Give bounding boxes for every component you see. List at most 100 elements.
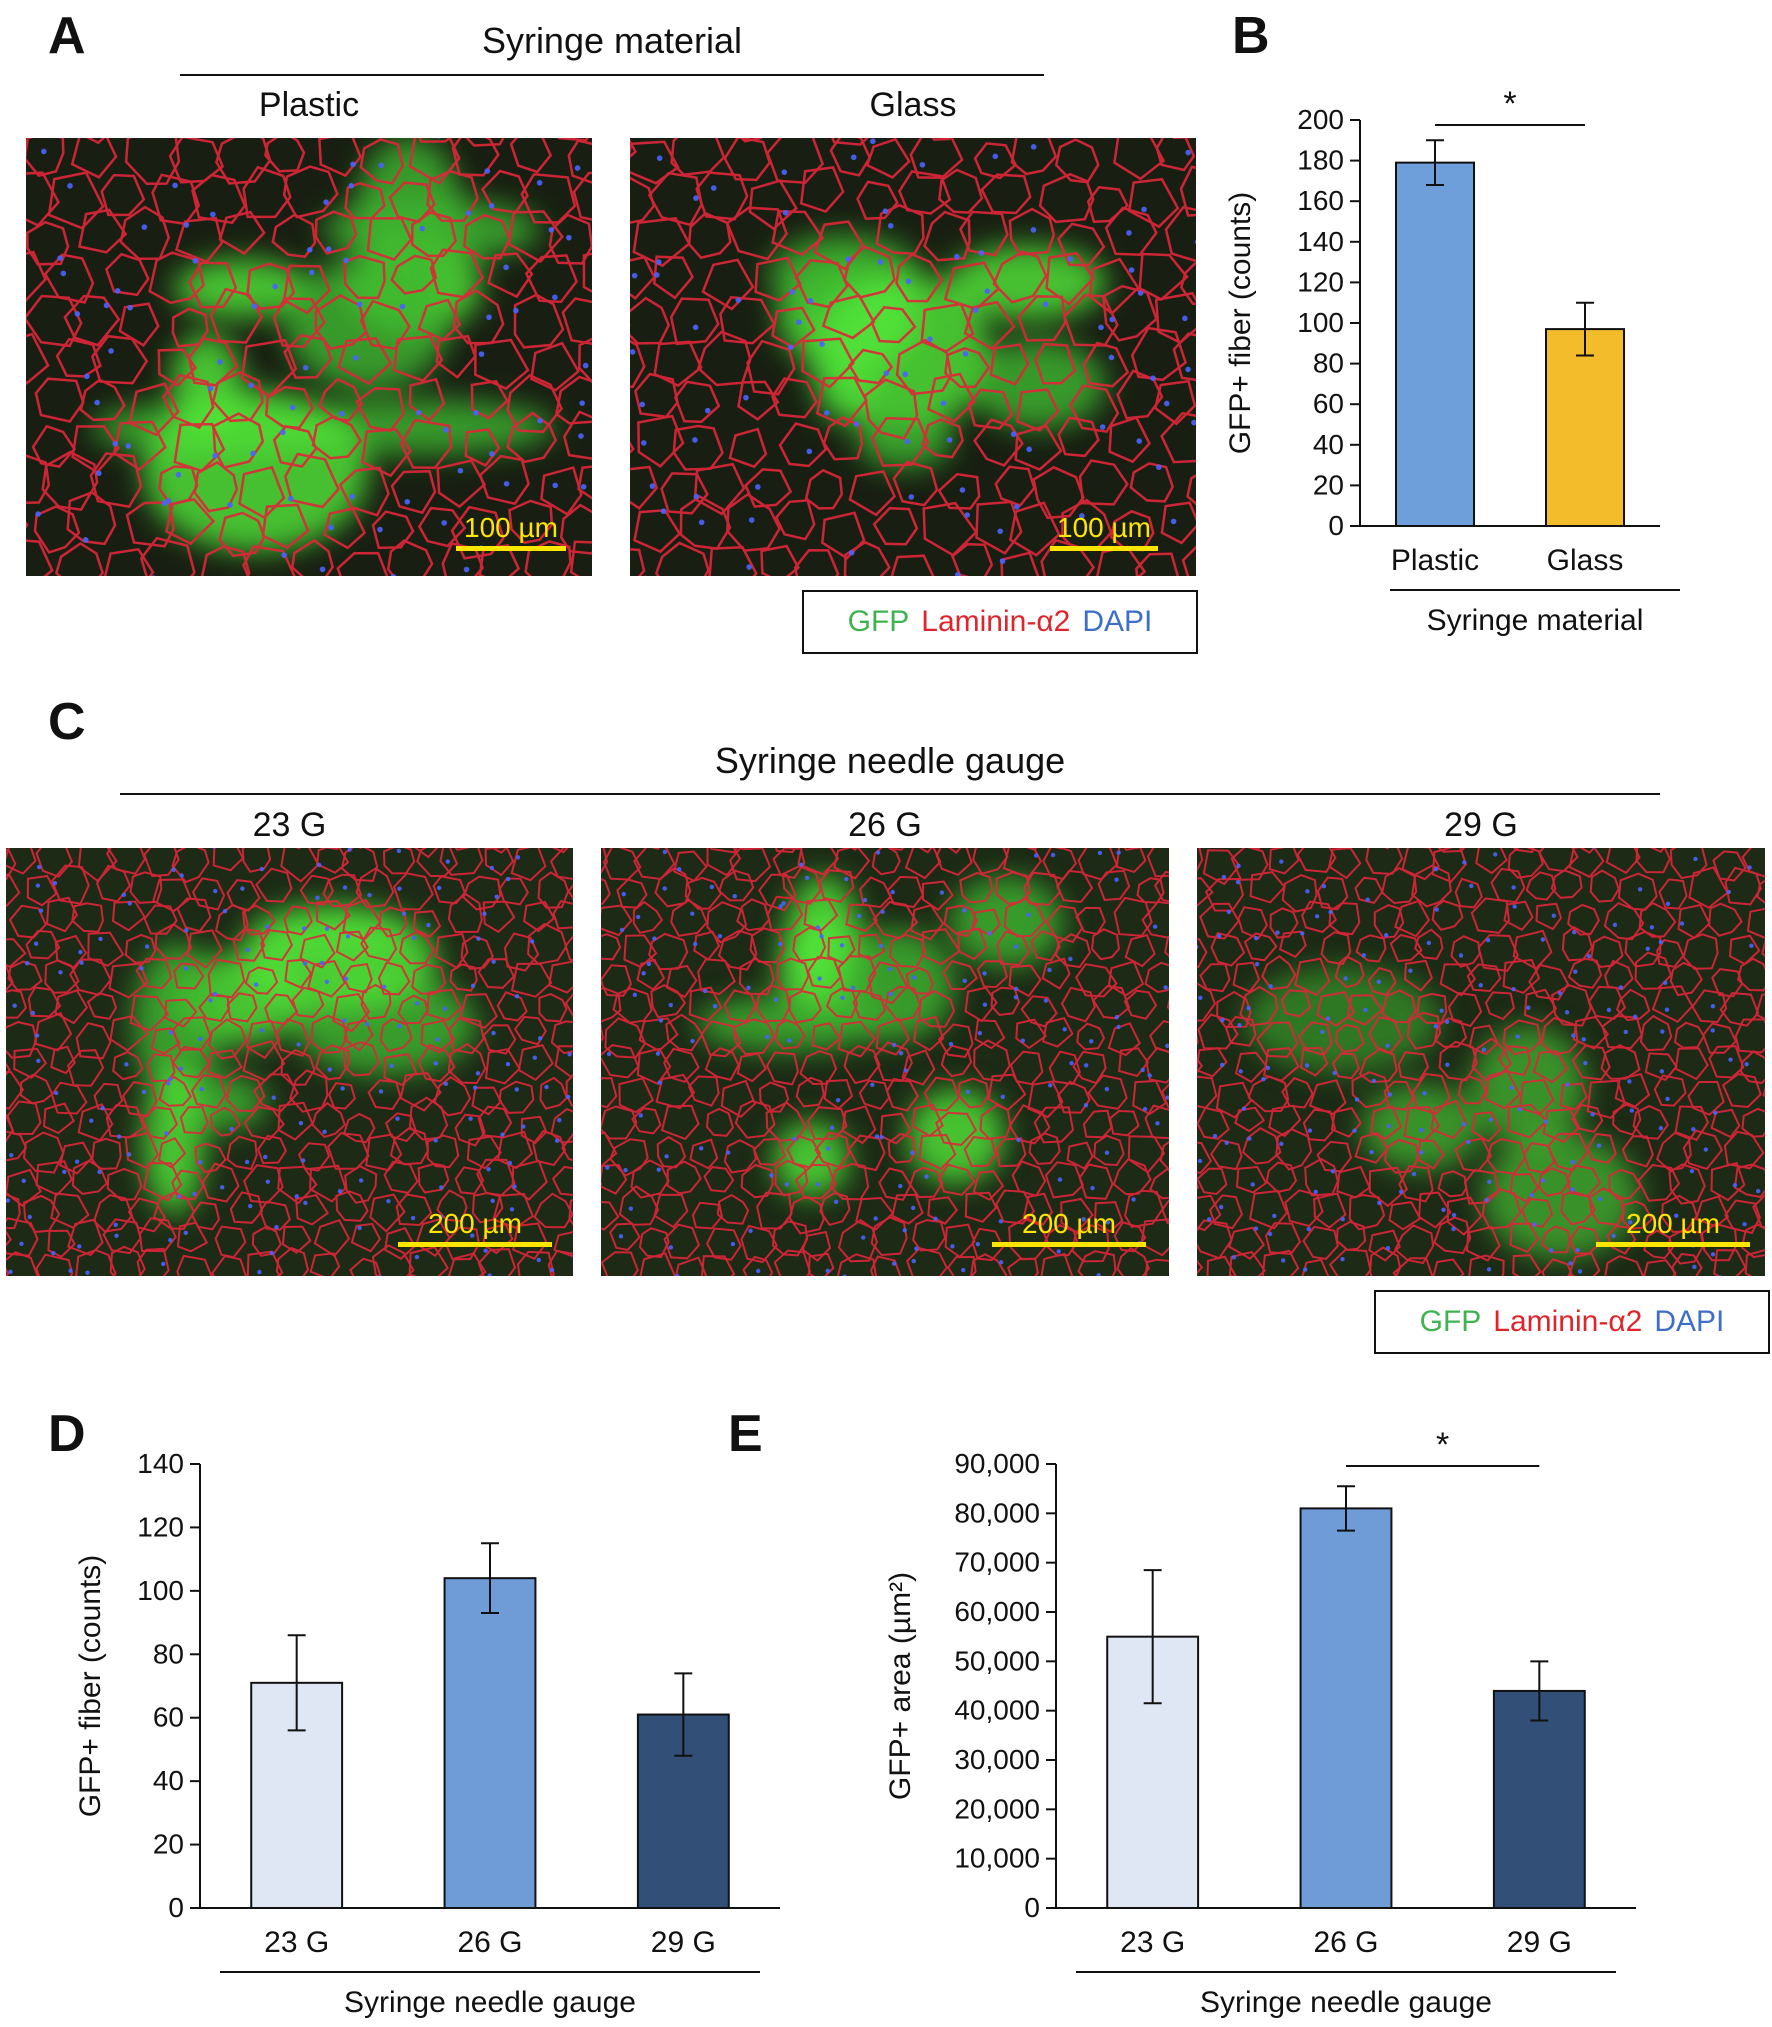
stain-legend-a: GFP Laminin-α2 DAPI [802,590,1198,654]
chart-b-ytick-label: 20 [1313,469,1344,500]
chart-d-ytick-label: 100 [137,1575,184,1606]
panel-c-label-26g: 26 G [848,806,922,844]
chart-b-ytick-label: 80 [1313,348,1344,379]
chart-b-bar-0 [1395,161,1475,527]
legend-laminin: Laminin-α2 [1493,1305,1643,1338]
chart-e-svg: 0 10,000 20,000 30,000 40,000 50,000 60,000 70,… [884,1426,1636,2019]
chart-e-bar-1 [1299,1507,1393,1910]
panel-a-title-rule [180,74,1044,76]
micrograph-26g [601,848,1169,1276]
panel-letter-e: E [728,1405,763,1463]
chart-b-svg: 0 20 40 60 80 100 120 140 160 180 200 GFP+ fiber (c… [1224,85,1680,637]
chart-d-category-label-2: 29 G [651,1926,716,1959]
chart-b-ytick-label: 40 [1313,429,1344,460]
chart-e-ylabel: GFP+ area (µm²) [884,1572,917,1800]
chart-d-ytick-label: 0 [168,1892,184,1923]
chart-b-significance-star: * [1503,85,1516,123]
scalebar-plastic: 100 µm [456,512,566,551]
panel-letter-a: A [48,7,86,65]
scalebar-glass-line [1050,546,1158,551]
chart-e-ytick-label: 70,000 [954,1547,1040,1578]
scalebar-29g-label: 200 µm [1626,1208,1720,1239]
chart-e-bar-2 [1492,1689,1586,1909]
chart-b-ytick-label: 120 [1297,266,1344,297]
legend-gfp: GFP [847,605,910,638]
panel-c-label-23g: 23 G [252,806,327,844]
legend-dapi: DAPI [1082,605,1153,638]
chart-e-ytick-label: 30,000 [954,1744,1040,1775]
chart-d-ytick-label: 60 [153,1702,184,1733]
chart-d-bar-1 [443,1577,537,1910]
micrograph-texture [6,848,573,1276]
micrograph-glass [630,138,1196,576]
chart-b-ytick-label: 180 [1297,145,1344,176]
micrograph-texture [26,138,592,576]
chart-e-category-label-0: 23 G [1120,1926,1185,1959]
scalebar-26g-line [992,1242,1146,1247]
chart-e-ytick-label: 0 [1024,1892,1040,1923]
chart-d-category-label-1: 26 G [457,1926,522,1959]
scalebar-glass: 100 µm [1050,512,1158,551]
chart-e-ytick-label: 10,000 [954,1843,1040,1874]
chart-d-category-label-0: 23 G [264,1926,329,1959]
chart-d-ytick-label: 120 [137,1511,184,1542]
chart-b-category-label-1: Glass [1547,544,1624,577]
chart-e-ytick-label: 20,000 [954,1793,1040,1824]
micrograph-29g [1197,848,1765,1276]
chart-b-ytick-label: 140 [1297,226,1344,257]
scalebar-26g-label: 200 µm [1022,1208,1116,1239]
scalebar-plastic-line [456,546,566,551]
chart-e-significance-star: * [1436,1426,1449,1464]
panel-c-title-rule [120,793,1660,795]
scalebar-glass-label: 100 µm [1057,512,1151,543]
chart-e-ytick-label: 90,000 [954,1448,1040,1479]
chart-d-ytick-label: 140 [137,1448,184,1479]
chart-e-ytick-label: 40,000 [954,1695,1040,1726]
micrograph-texture [601,848,1169,1276]
panel-c-label-29g: 29 G [1444,806,1518,844]
panel-c-title: Syringe needle gauge [714,740,1066,781]
panel-letter-b: B [1232,7,1270,65]
chart-d-ytick-label: 40 [153,1765,184,1796]
chart-b-category-label-0: Plastic [1391,544,1479,577]
panel-a-label-glass: Glass [869,86,957,124]
chart-d-ytick-label: 80 [153,1638,184,1669]
chart-b: 0 20 40 60 80 100 120 140 160 180 200 GFP+ fiber (c… [1220,85,1760,650]
chart-b-ytick-label: 0 [1328,510,1344,541]
chart-e-ytick-label: 80,000 [954,1497,1040,1528]
chart-d-xlabel: Syringe needle gauge [344,1986,636,2019]
chart-e-xlabel: Syringe needle gauge [1200,1986,1492,2019]
micrograph-23g [6,848,573,1276]
scalebar-29g: 200 µm [1596,1208,1750,1247]
chart-d: 0 20 40 60 80 100 120 140 GFP+ fiber (counts) 23 … [60,1440,840,2020]
micrograph-texture [630,138,1196,576]
micrograph-texture [1197,848,1765,1276]
chart-e-category-label-1: 26 G [1313,1926,1378,1959]
chart-d-ytick-label: 20 [153,1829,184,1860]
chart-e: 0 10,000 20,000 30,000 40,000 50,000 60,000 70,… [880,1426,1760,2020]
chart-b-ytick-label: 200 [1297,104,1344,135]
scalebar-26g: 200 µm [992,1208,1146,1247]
stain-legend-c: GFP Laminin-α2 DAPI [1374,1290,1770,1354]
chart-b-ytick-label: 100 [1297,307,1344,338]
chart-e-category-label-2: 29 G [1507,1926,1572,1959]
chart-d-svg: 0 20 40 60 80 100 120 140 GFP+ fiber (counts) 23 … [74,1448,780,2019]
chart-b-xlabel: Syringe material [1427,604,1644,637]
legend-gfp: GFP [1419,1305,1482,1338]
chart-e-ytick-label: 50,000 [954,1645,1040,1676]
micrograph-plastic [26,138,592,576]
chart-b-ytick-label: 60 [1313,388,1344,419]
chart-b-bar-1 [1545,328,1625,527]
scalebar-23g: 200 µm [398,1208,552,1247]
panel-a-label-plastic: Plastic [258,86,360,124]
chart-b-ylabel: GFP+ fiber (counts) [1224,192,1257,455]
panel-letter-c: C [48,693,86,751]
chart-b-ytick-label: 160 [1297,185,1344,216]
panel-letter-d: D [48,1405,86,1463]
scalebar-plastic-label: 100 µm [464,512,558,543]
panel-a-title: Syringe material [481,20,743,61]
legend-laminin: Laminin-α2 [921,605,1071,638]
scalebar-23g-line [398,1242,552,1247]
chart-e-ytick-label: 60,000 [954,1596,1040,1627]
chart-d-ylabel: GFP+ fiber (counts) [74,1555,107,1818]
